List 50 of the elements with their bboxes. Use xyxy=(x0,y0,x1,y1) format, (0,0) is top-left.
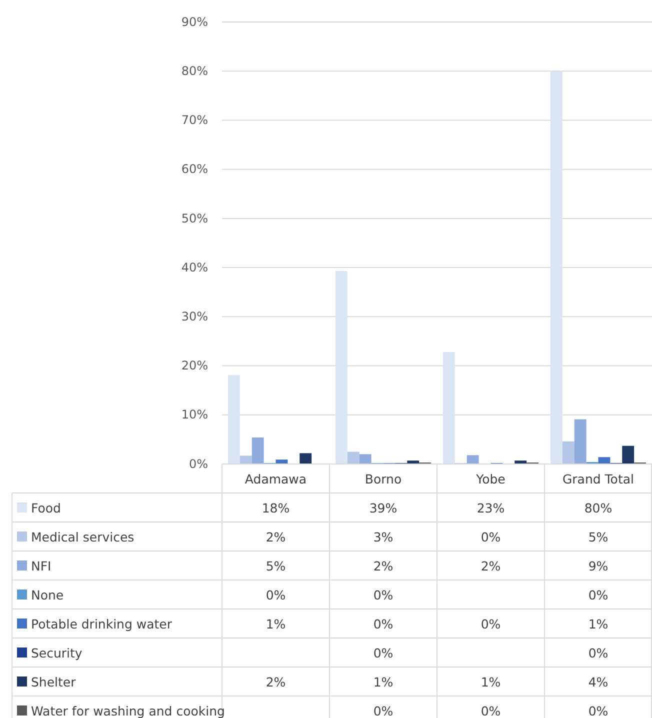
y-tick-label: 10% xyxy=(181,408,208,422)
legend-label: Water for washing and cooking xyxy=(31,704,225,718)
data-label: 2% xyxy=(266,530,286,544)
data-label: 9% xyxy=(588,558,608,574)
legend-label: None xyxy=(31,588,64,602)
data-label: 2% xyxy=(266,674,286,690)
data-label: 5% xyxy=(266,558,286,574)
y-tick-label: 70% xyxy=(181,113,208,128)
data-label: 0% xyxy=(480,616,501,632)
y-tick-label: 80% xyxy=(181,64,208,78)
data-label: 3% xyxy=(373,530,394,544)
legend-label: Medical services xyxy=(31,530,134,544)
y-tick-label: 0% xyxy=(188,456,208,471)
legend-label: Food xyxy=(31,500,61,516)
y-tick-label: 20% xyxy=(181,358,208,373)
legend-label: Potable drinking water xyxy=(31,616,173,632)
data-label: 0% xyxy=(373,704,394,718)
data-label: 39% xyxy=(369,500,398,516)
data-label: 5% xyxy=(588,530,608,544)
data-label: 80% xyxy=(584,500,612,516)
data-label: 0% xyxy=(480,704,501,718)
y-tick-label: 40% xyxy=(181,260,208,274)
data-label: 0% xyxy=(480,530,501,544)
x-tick-label: Borno xyxy=(364,472,402,486)
x-tick-label: Grand Total xyxy=(562,472,634,486)
y-tick-label: 60% xyxy=(181,162,208,176)
data-label: 0% xyxy=(373,588,394,602)
x-tick-label: Adamawa xyxy=(244,472,307,486)
y-tick-label: 30% xyxy=(181,310,208,324)
legend-label: NFI xyxy=(31,558,52,574)
data-label: 1% xyxy=(266,616,286,632)
data-label: 1% xyxy=(480,674,501,690)
data-label: 2% xyxy=(373,558,394,574)
data-label: 0% xyxy=(588,646,608,660)
legend-label: Security xyxy=(31,646,83,660)
data-label: 0% xyxy=(373,616,394,632)
data-label: 0% xyxy=(588,588,608,602)
x-tick-label: Yobe xyxy=(475,472,506,486)
data-label: 23% xyxy=(476,500,505,516)
data-label: 2% xyxy=(480,558,501,574)
legend-label: Shelter xyxy=(31,674,77,690)
data-label: 4% xyxy=(588,674,608,690)
data-label: 1% xyxy=(588,616,608,632)
y-tick-label: 90% xyxy=(181,14,208,29)
y-tick-label: 50% xyxy=(181,211,208,226)
data-label: 18% xyxy=(262,500,290,516)
data-label: 0% xyxy=(373,646,394,660)
data-label: 0% xyxy=(588,704,608,718)
data-label: 0% xyxy=(266,588,286,602)
data-label: 1% xyxy=(373,674,394,690)
